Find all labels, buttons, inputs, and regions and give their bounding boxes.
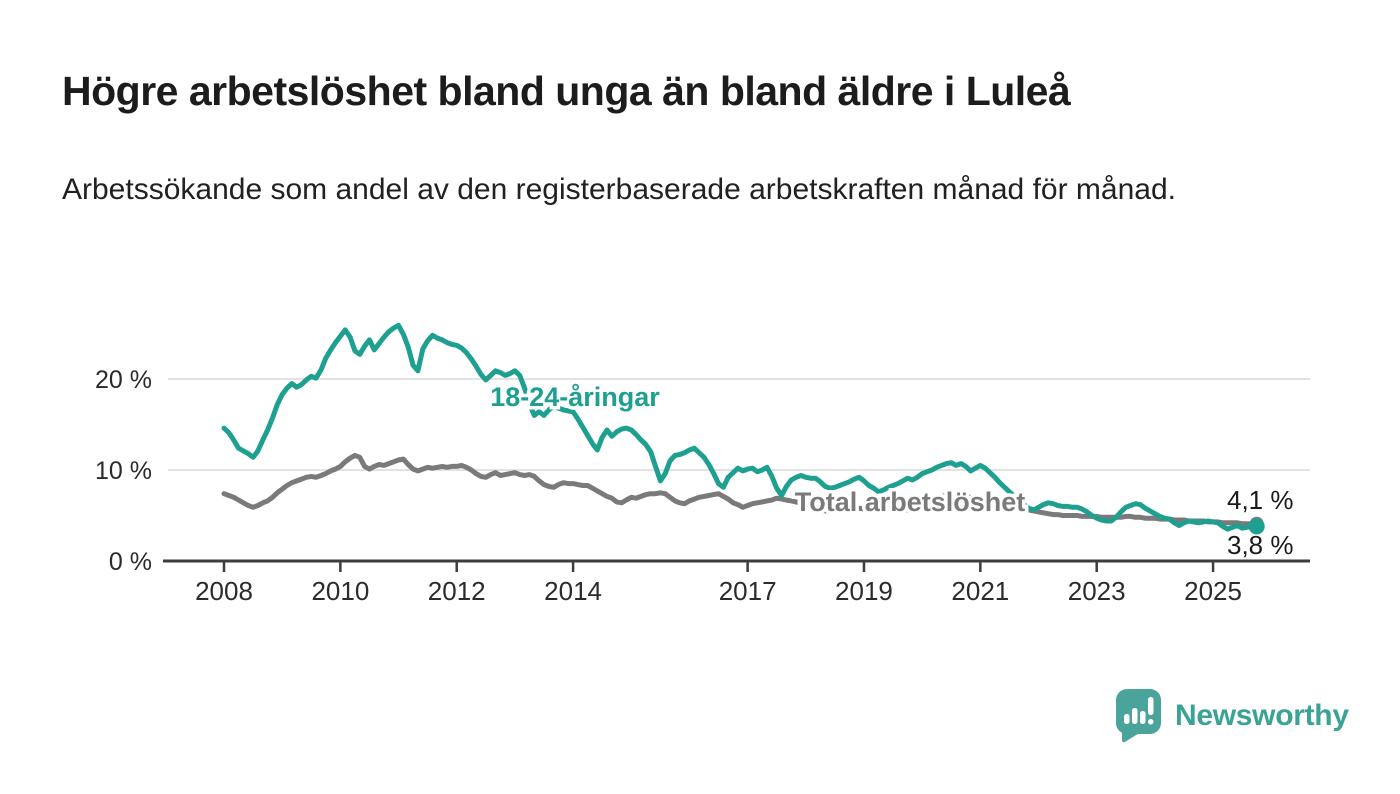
y-tick-label: 0 % [109,548,152,576]
series-label-young: 18-24-åringar [490,382,660,412]
x-tick-label: 2017 [719,576,777,606]
newsworthy-logo: Newsworthy [1115,688,1349,743]
series-label-total: Total arbetslöshet [795,487,1026,517]
y-tick-label: 10 % [95,457,152,485]
chart-subtitle: Arbetssökande som andel av den registerb… [62,173,1176,206]
x-tick-label: 2021 [951,576,1009,606]
page-title: Högre arbetslöshet bland unga än bland ä… [62,68,1071,114]
x-tick-label: 2012 [428,576,486,606]
x-tick-label: 2010 [311,576,369,606]
end-value-label-young: 3,8 % [1227,530,1294,560]
end-value-label-total: 4,1 % [1227,485,1294,515]
y-tick-label: 20 % [95,366,152,394]
young-end-dot [1248,518,1265,535]
series-line-total [221,452,1260,527]
x-tick-label: 2025 [1184,576,1242,606]
x-tick-label: 2023 [1068,576,1126,606]
newsworthy-wordmark: Newsworthy [1175,698,1349,732]
series-line-young [221,322,1260,532]
x-tick-label: 2008 [195,576,253,606]
x-tick-label: 2014 [544,576,602,606]
x-tick-label: 2019 [835,576,893,606]
newsworthy-logo-icon [1116,689,1161,743]
